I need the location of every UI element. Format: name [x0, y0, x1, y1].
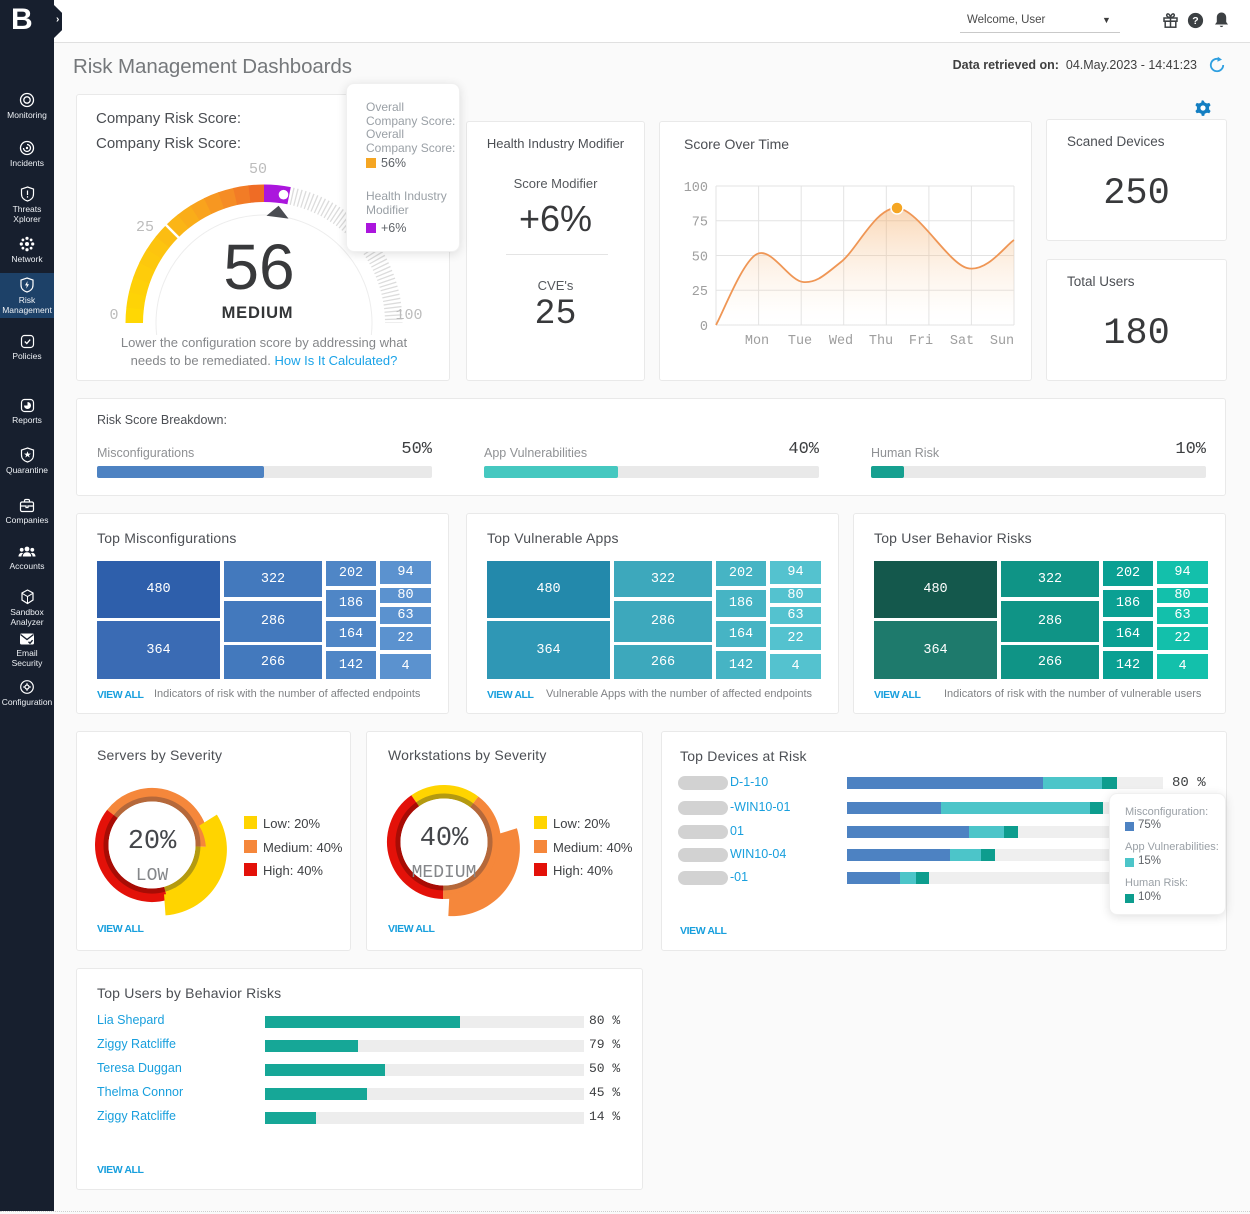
svg-text:0: 0 — [700, 320, 708, 335]
svg-text:20%: 20% — [128, 827, 177, 857]
svg-text:25: 25 — [136, 219, 154, 236]
svg-text:75: 75 — [692, 216, 708, 231]
svg-text:40%: 40% — [420, 824, 469, 854]
svg-text:?: ? — [1192, 15, 1198, 27]
svg-text:Mon: Mon — [745, 334, 769, 349]
svg-text:50: 50 — [692, 251, 708, 266]
svg-text:Tue: Tue — [788, 334, 812, 349]
svg-text:MEDIUM: MEDIUM — [412, 863, 477, 883]
svg-text:Sun: Sun — [990, 334, 1014, 349]
svg-text:100: 100 — [395, 307, 422, 324]
svg-text:100: 100 — [684, 181, 708, 196]
svg-text:Sat: Sat — [950, 334, 974, 349]
svg-text:Thu: Thu — [869, 334, 893, 349]
svg-text:Fri: Fri — [909, 334, 933, 349]
svg-text:25: 25 — [692, 285, 708, 300]
svg-text:50: 50 — [249, 161, 267, 178]
svg-text:LOW: LOW — [136, 866, 169, 886]
svg-text:Wed: Wed — [829, 334, 853, 349]
svg-text:0: 0 — [109, 307, 118, 324]
